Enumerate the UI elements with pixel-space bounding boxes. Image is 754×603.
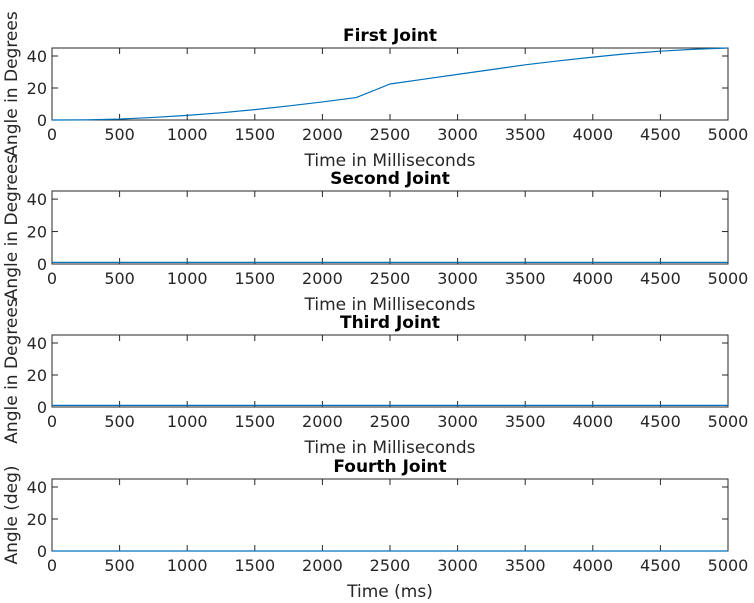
x-tick-label: 2000: [302, 125, 343, 144]
x-tick-label: 5000: [708, 412, 749, 431]
y-axis-label: Angle in Degrees: [2, 155, 22, 301]
x-tick-label: 0: [47, 125, 57, 144]
x-tick-label: 2000: [302, 556, 343, 575]
x-tick-label: 2500: [370, 556, 411, 575]
x-tick-label: 1000: [167, 125, 208, 144]
x-axis-label: Time in Milliseconds: [304, 438, 476, 458]
series-line: [51, 47, 729, 121]
x-tick-label: 3500: [505, 412, 546, 431]
x-tick-label: 1500: [234, 412, 275, 431]
x-tick-label: 4500: [640, 269, 681, 288]
x-tick-label: 4000: [572, 269, 613, 288]
x-tick-label: 2000: [302, 412, 343, 431]
x-tick-label: 0: [47, 412, 57, 431]
x-tick-label: 4000: [572, 412, 613, 431]
x-axis-label: Time (ms): [346, 582, 433, 602]
y-tick-label: 0: [37, 255, 47, 274]
x-tick-label: 0: [47, 556, 57, 575]
x-tick-label: 4500: [640, 125, 681, 144]
x-tick-label: 3000: [437, 269, 478, 288]
x-tick-label: 2500: [370, 125, 411, 144]
x-tick-label: 5000: [708, 125, 749, 144]
chart-title: Fourth Joint: [333, 457, 446, 477]
x-tick-label: 5000: [708, 556, 749, 575]
subplot-1: First Joint 0 500 1000 1500 2000 2500 3000 3500 4…: [2, 11, 748, 171]
x-tick-label: 3000: [437, 412, 478, 431]
x-axis-label: Time in Milliseconds: [304, 151, 476, 171]
y-axis-label: Angle (deg): [2, 465, 22, 564]
axes-box: [51, 334, 729, 408]
y-tick-label: 40: [27, 47, 47, 66]
y-tick-label: 0: [37, 111, 47, 130]
x-tick-label: 500: [104, 412, 135, 431]
x-tick-label: 3500: [505, 269, 546, 288]
x-axis-label: Time in Milliseconds: [304, 295, 476, 315]
x-tick-label: 1000: [167, 412, 208, 431]
x-tick-label: 500: [104, 269, 135, 288]
y-axis-label: Angle in Degrees: [2, 11, 22, 157]
x-tick-label: 500: [104, 125, 135, 144]
y-tick-label: 20: [27, 223, 47, 242]
y-tick-label: 0: [37, 398, 47, 417]
y-tick-label: 20: [27, 510, 47, 529]
axes-box: [51, 190, 729, 265]
x-tick-label: 1000: [167, 556, 208, 575]
x-tick-label: 500: [104, 556, 135, 575]
subplot-4: Fourth Joint 0 500 1000 1500 2000 2500 3000 3500…: [2, 457, 748, 602]
x-tick-label: 2000: [302, 269, 343, 288]
chart-title: Second Joint: [330, 169, 450, 189]
y-tick-label: 40: [27, 190, 47, 209]
x-tick-label: 4500: [640, 556, 681, 575]
chart-title: Third Joint: [340, 313, 440, 333]
x-tick-label: 1000: [167, 269, 208, 288]
subplot-3: Third Joint 0 500 1000 1500 2000 2500 3000 3500 4…: [2, 298, 748, 458]
y-tick-label: 20: [27, 366, 47, 385]
x-tick-label: 2500: [370, 412, 411, 431]
x-tick-label: 1500: [234, 269, 275, 288]
y-tick-label: 20: [27, 79, 47, 98]
x-tick-label: 1500: [234, 556, 275, 575]
x-tick-label: 5000: [708, 269, 749, 288]
chart-title: First Joint: [343, 26, 437, 46]
axes-box: [51, 478, 729, 552]
y-tick-label: 40: [27, 478, 47, 497]
x-tick-label: 4000: [572, 556, 613, 575]
x-tick-label: 2500: [370, 269, 411, 288]
y-tick-label: 0: [37, 542, 47, 561]
x-tick-label: 3000: [437, 125, 478, 144]
y-axis-label: Angle in Degrees: [2, 298, 22, 444]
x-tick-label: 4000: [572, 125, 613, 144]
subplot-2: Second Joint 0 500 1000 1500 2000 2500 3000 3500…: [2, 155, 748, 315]
y-tick-label: 40: [27, 334, 47, 353]
x-tick-label: 0: [47, 269, 57, 288]
x-tick-label: 1500: [234, 125, 275, 144]
x-tick-label: 3500: [505, 125, 546, 144]
x-tick-label: 3000: [437, 556, 478, 575]
x-tick-label: 4500: [640, 412, 681, 431]
x-tick-label: 3500: [505, 556, 546, 575]
